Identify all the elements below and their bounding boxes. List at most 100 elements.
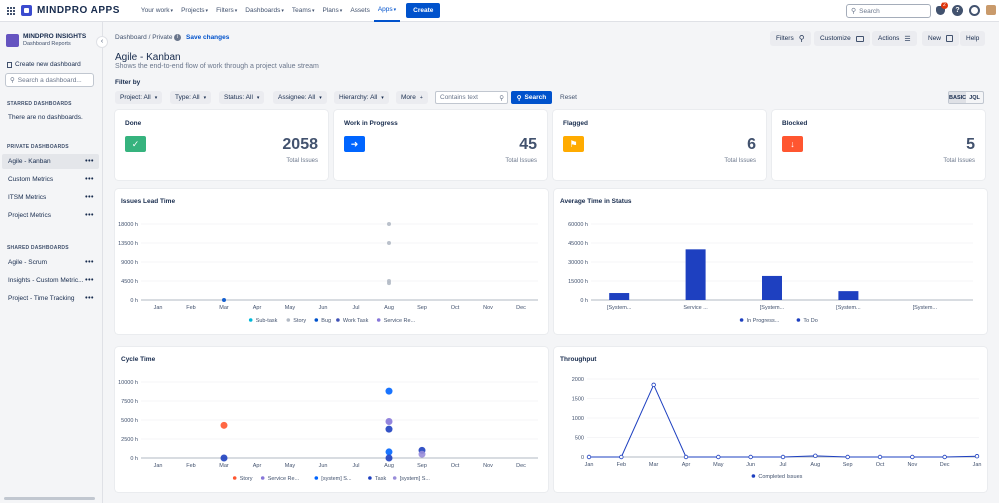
sidebar-dashboard-item[interactable]: Agile - Kanban ••• [2, 154, 99, 169]
data-point[interactable] [222, 298, 226, 302]
sidebar-dashboard-item[interactable]: Agile - Scrum ••• [2, 255, 99, 270]
data-point[interactable] [418, 450, 426, 458]
y-tick-label: 9000 h [121, 260, 138, 266]
data-point[interactable] [387, 281, 391, 286]
search-button[interactable]: ⚲ Search [511, 91, 552, 104]
new-button[interactable]: New [922, 31, 960, 46]
more-icon[interactable]: ••• [85, 259, 94, 266]
app-switcher-icon[interactable] [7, 6, 15, 15]
more-icon[interactable]: ••• [85, 295, 94, 302]
sidebar-dashboard-item[interactable]: Project - Time Tracking ••• [2, 291, 99, 306]
legend-label[interactable]: Bug [321, 318, 331, 324]
legend-label[interactable]: [system] S... [321, 476, 352, 482]
gear-icon[interactable] [969, 5, 980, 16]
nav-item-plans[interactable]: Plans ▾ [319, 0, 347, 22]
actions-button[interactable]: Actions ☰ [872, 31, 917, 46]
data-point[interactable] [220, 454, 228, 462]
more-icon[interactable]: ••• [85, 194, 94, 201]
data-point[interactable] [385, 454, 393, 462]
mode-basic[interactable]: BASIC [949, 92, 967, 103]
nav-item-apps[interactable]: Apps ▾ [373, 0, 401, 22]
logo-icon [21, 5, 32, 16]
more-icon[interactable]: ••• [85, 277, 94, 284]
data-point[interactable] [845, 454, 850, 460]
bar[interactable] [609, 293, 630, 300]
nav-item-teams[interactable]: Teams ▾ [288, 0, 319, 22]
data-point[interactable] [716, 454, 721, 460]
sidebar-scrollbar[interactable] [4, 497, 95, 500]
filter-dropdown[interactable]: Assignee: All ▾ [273, 91, 327, 104]
sidebar-dashboard-item[interactable]: Insights - Custom Metric... ••• [2, 273, 99, 288]
data-point[interactable] [385, 387, 393, 395]
collapse-sidebar-button[interactable]: ‹ [96, 36, 108, 48]
data-point[interactable] [385, 448, 393, 456]
legend-label[interactable]: To Do [803, 318, 817, 324]
customize-button[interactable]: Customize [814, 31, 870, 46]
data-point[interactable] [877, 454, 883, 460]
query-mode-toggle[interactable]: BASIC JQL [948, 91, 984, 104]
data-point[interactable] [387, 222, 391, 226]
data-point[interactable] [619, 454, 624, 460]
help-button[interactable]: Help [960, 31, 986, 46]
legend-label[interactable]: Story [240, 476, 253, 482]
more-icon[interactable]: ••• [85, 176, 94, 183]
help-icon[interactable]: ? [952, 5, 963, 16]
nav-item-filters[interactable]: Filters ▾ [212, 0, 241, 22]
info-icon[interactable]: i [174, 34, 181, 41]
data-point[interactable] [942, 454, 947, 460]
search-input[interactable]: ⚲ Search [846, 4, 931, 18]
legend-label[interactable]: Service Re... [384, 318, 416, 324]
avatar[interactable] [986, 5, 996, 15]
bar[interactable] [685, 249, 706, 300]
data-point[interactable] [813, 453, 818, 459]
series-line [589, 383, 978, 458]
data-point[interactable] [220, 421, 228, 429]
filter-dropdown[interactable]: Project: All ▾ [115, 91, 163, 104]
sidebar-dashboard-item[interactable]: ITSM Metrics ••• [2, 190, 99, 205]
search-icon: ⚲ [10, 77, 15, 84]
data-point[interactable] [387, 241, 391, 245]
filters-button[interactable]: Filters ⚲ [770, 31, 811, 46]
filter-dropdown[interactable]: Hierarchy: All ▾ [334, 91, 389, 104]
data-point[interactable] [385, 425, 393, 433]
search-icon: ⚲ [516, 94, 522, 102]
sidebar-dashboard-item[interactable]: Project Metrics ••• [2, 208, 99, 223]
data-point[interactable] [651, 382, 656, 388]
data-point[interactable] [748, 454, 753, 460]
nav-item-projects[interactable]: Projects ▾ [177, 0, 212, 22]
more-icon[interactable]: ••• [85, 158, 94, 165]
nav-item-dashboards[interactable]: Dashboards ▾ [241, 0, 288, 22]
data-point[interactable] [974, 454, 980, 459]
sidebar-dashboard-item[interactable]: Custom Metrics ••• [2, 172, 99, 187]
dashboard-search-input[interactable]: ⚲ Search a dashboard... [5, 73, 94, 87]
bar[interactable] [762, 275, 782, 300]
legend-label[interactable]: Service Re... [268, 476, 300, 482]
nav-item-assets[interactable]: Assets [346, 0, 374, 22]
legend-label[interactable]: Completed Issues [758, 474, 802, 480]
filter-dropdown[interactable]: Status: All ▾ [219, 91, 265, 104]
notifications-icon[interactable] [936, 6, 945, 15]
nav-item-your-work[interactable]: Your work ▾ [137, 0, 177, 22]
legend-label[interactable]: Sub-task [256, 318, 278, 324]
data-point[interactable] [385, 418, 393, 426]
reset-button[interactable]: Reset [560, 94, 577, 101]
mode-jql[interactable]: JQL [969, 94, 980, 101]
data-point[interactable] [683, 454, 689, 460]
legend-label[interactable]: Task [375, 476, 387, 482]
legend-label[interactable]: [system] S... [400, 476, 431, 482]
create-button[interactable]: Create [406, 3, 441, 18]
save-changes-link[interactable]: Save changes [186, 34, 230, 41]
data-point[interactable] [910, 454, 915, 460]
filter-dropdown[interactable]: Type: All ▾ [170, 91, 212, 104]
legend-label[interactable]: Work Task [343, 318, 369, 324]
data-point[interactable] [586, 454, 592, 460]
legend-label[interactable]: In Progress... [747, 318, 780, 324]
legend-label[interactable]: Story [293, 318, 306, 324]
filter-dropdown[interactable]: More + [396, 91, 428, 104]
breadcrumb[interactable]: Dashboard / Private [115, 34, 173, 41]
more-icon[interactable]: ••• [85, 212, 94, 219]
data-point[interactable] [780, 454, 786, 460]
create-dashboard-link[interactable]: Create new dashboard [7, 61, 81, 68]
bar[interactable] [838, 291, 859, 300]
contains-text-input[interactable]: Contains text ⚲ [435, 91, 508, 104]
